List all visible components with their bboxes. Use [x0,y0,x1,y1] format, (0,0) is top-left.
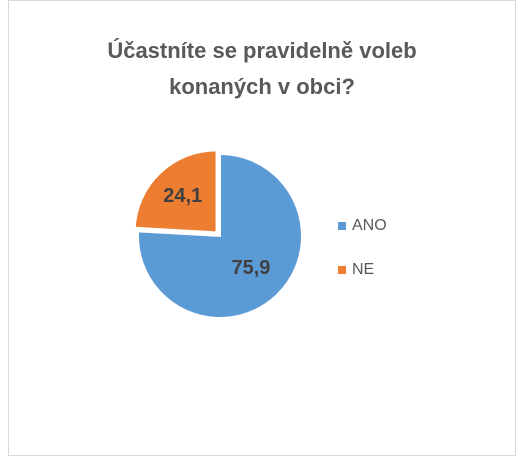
pie-slice [137,152,303,319]
data-label: 75,9 [232,257,271,279]
legend-label: NE [352,261,374,278]
legend-label: ANO [352,217,387,234]
legend-swatch [338,222,346,230]
data-label: 24,1 [163,185,202,207]
legend-swatch [338,266,346,274]
pie-slice [133,149,218,234]
chart-title: Účastníte se pravidelně voleb [107,38,416,63]
chart-title: konaných v obci? [169,74,355,99]
